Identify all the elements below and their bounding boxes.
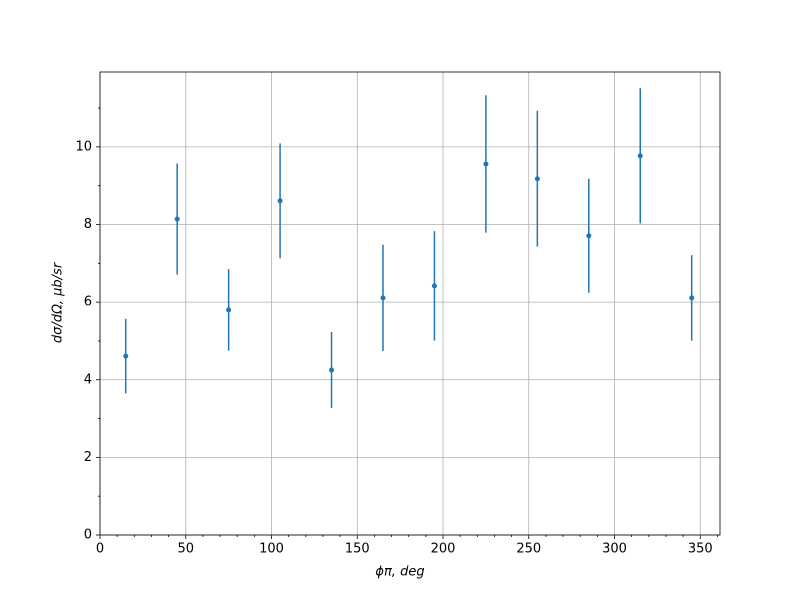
y-tick-label: 2 [84,450,92,465]
data-point [226,307,232,313]
y-axis-label: dσ/dΩ, μb/sr [51,261,66,343]
x-tick-label: 250 [516,542,541,557]
data-point [431,283,437,289]
data-point [689,295,695,301]
data-point [329,367,335,373]
x-tick-label: 200 [431,542,456,557]
x-tick-label: 50 [177,542,194,557]
data-point [637,153,643,159]
y-tick-label: 0 [84,528,92,543]
data-point [174,216,180,222]
x-tick-label: 350 [688,542,713,557]
x-axis-label: ϕπ, deg [375,565,424,580]
x-tick-label: 0 [96,542,104,557]
y-tick-label: 6 [84,295,92,310]
x-tick-label: 100 [259,542,284,557]
x-tick-label: 150 [345,542,370,557]
data-point [586,233,592,239]
x-tick-label: 300 [602,542,627,557]
data-point [123,353,129,359]
data-point [534,176,540,182]
data-point [277,198,283,204]
y-tick-label: 10 [75,139,92,154]
plot-frame [99,71,721,536]
data-point [380,295,386,301]
y-tick-label: 4 [84,372,92,387]
data-point [483,161,489,167]
y-tick-label: 8 [84,217,92,232]
